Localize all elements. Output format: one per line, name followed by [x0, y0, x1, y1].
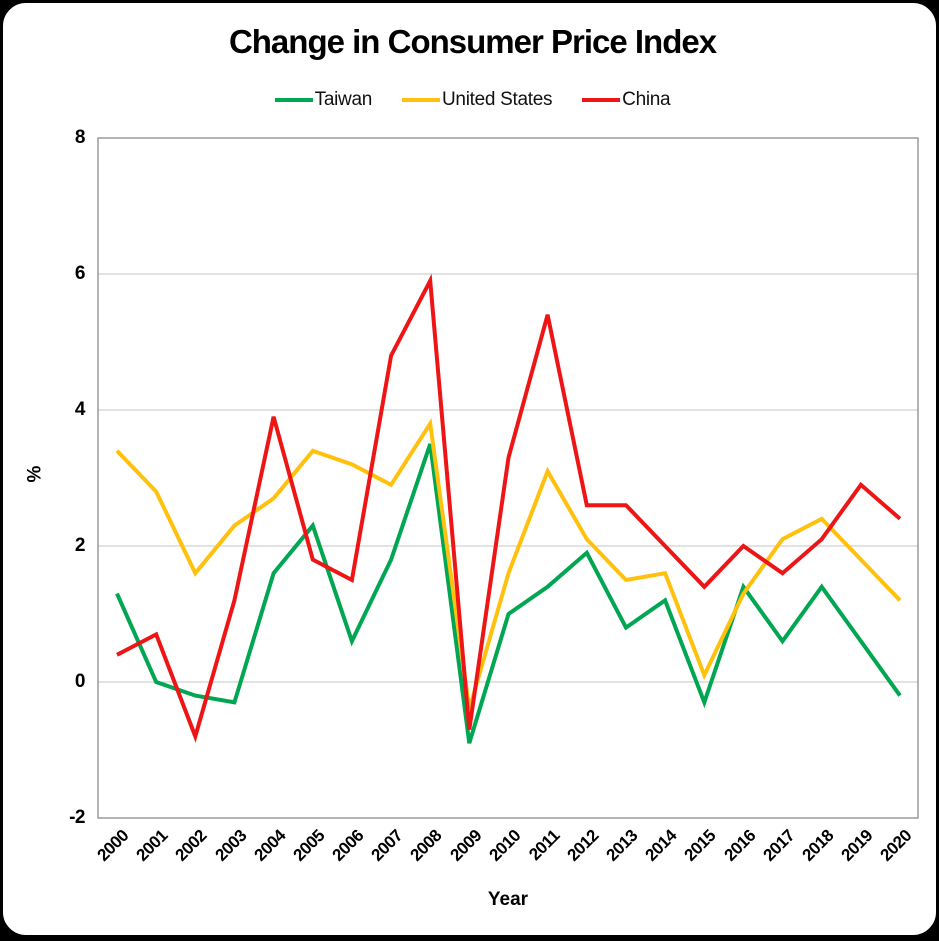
legend-label: Taiwan — [314, 89, 373, 110]
legend-item-taiwan: Taiwan — [274, 89, 373, 111]
legend-swatch — [582, 98, 621, 102]
plot-area — [97, 137, 919, 819]
legend-label: United States — [442, 89, 553, 110]
plot-border — [97, 137, 919, 819]
legend: Taiwan United States China — [3, 89, 939, 111]
y-axis-title: % — [24, 465, 46, 483]
chart-title: Change in Consumer Price Index — [228, 23, 717, 60]
legend-item-united-states: United States — [402, 89, 552, 111]
y-tick-label: 2 — [74, 535, 86, 556]
legend-label: China — [622, 89, 671, 110]
y-tick-label: 8 — [74, 127, 86, 148]
x-axis-title: Year — [487, 889, 529, 910]
series-line-china — [116, 273, 902, 743]
series-line-taiwan — [115, 443, 902, 744]
series-line-united-states — [115, 417, 902, 710]
y-tick-label: 6 — [74, 263, 86, 284]
legend-item-china: China — [582, 89, 671, 111]
y-tick-label: 0 — [74, 671, 86, 692]
y-tick-label: 4 — [74, 399, 86, 420]
legend-swatch — [402, 98, 440, 102]
legend-swatch — [274, 98, 313, 102]
y-tick-label: -2 — [69, 807, 85, 828]
